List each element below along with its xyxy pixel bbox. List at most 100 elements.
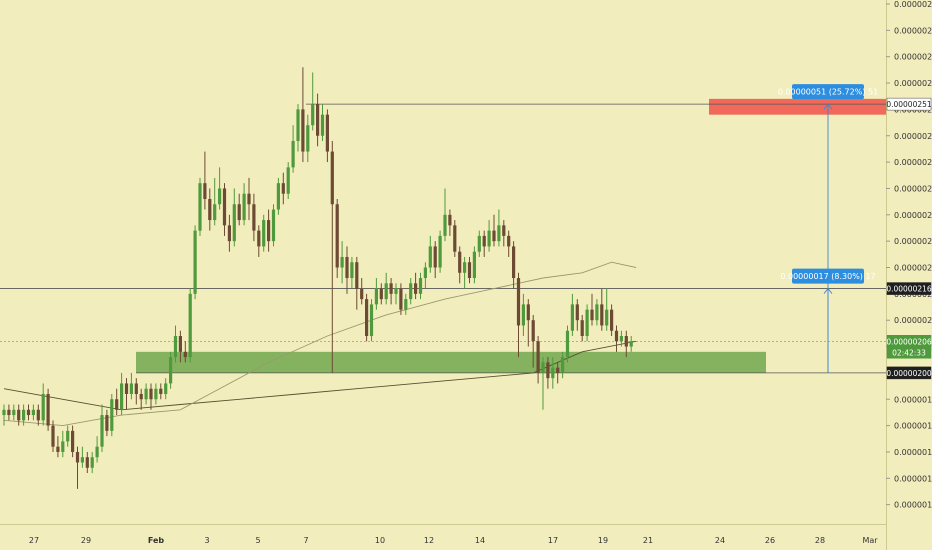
candle-up xyxy=(443,214,447,236)
candle-down xyxy=(247,193,251,205)
candle-up xyxy=(374,288,378,305)
candle-down xyxy=(7,409,11,416)
price-tag-box xyxy=(886,346,932,359)
candle-up xyxy=(154,388,158,400)
price-tag-box xyxy=(886,282,932,295)
price-tag-box xyxy=(886,97,932,111)
candle-up xyxy=(31,409,35,416)
candle-up xyxy=(551,367,555,379)
candle-down xyxy=(330,151,334,205)
candle-up xyxy=(242,193,246,221)
candle-up xyxy=(95,446,99,458)
candle-down xyxy=(178,336,182,352)
candle-down xyxy=(355,262,359,289)
candle-down xyxy=(399,288,403,310)
candle-down xyxy=(51,425,55,447)
candle-up xyxy=(409,283,413,300)
candle-down xyxy=(575,304,579,321)
candle-up xyxy=(521,304,525,326)
candle-up xyxy=(472,251,476,279)
candle-down xyxy=(252,204,256,231)
y-tick-label: 0.00000180 xyxy=(894,474,932,483)
x-tick-label: 29 xyxy=(81,536,91,545)
price-tags-layer: 0.00000251 0.00000216 0.00000206 02:42:33 0.… xyxy=(886,97,932,380)
candle-up xyxy=(369,304,374,337)
candle-down xyxy=(516,278,521,326)
candle-up xyxy=(218,188,222,205)
support-zone xyxy=(136,351,766,373)
y-tick-label: 0.00000195 xyxy=(894,395,932,404)
y-tick-label: 0.00000245 xyxy=(894,132,932,141)
candle-up xyxy=(276,183,280,210)
candle-down xyxy=(183,351,187,358)
candle-down xyxy=(448,214,452,226)
candle-down xyxy=(36,409,40,421)
candle-down xyxy=(56,446,60,452)
candle-up xyxy=(384,283,388,300)
candle-up xyxy=(595,304,599,321)
y-tick-label: 0.00000225 xyxy=(894,237,932,246)
candle-up xyxy=(497,225,501,242)
candle-down xyxy=(433,246,437,268)
candle-down xyxy=(227,225,231,242)
candle-up xyxy=(144,388,148,400)
candle-up xyxy=(271,209,276,242)
measure-label-box xyxy=(792,268,864,284)
candle-up xyxy=(22,409,26,421)
y-tick-label: 0.00000185 xyxy=(894,448,932,457)
price-tag-text: 0.00000251 xyxy=(886,100,932,109)
candle-down xyxy=(580,320,584,337)
candle-up xyxy=(296,109,300,142)
y-tick-label: 0.00000240 xyxy=(894,158,932,167)
candle-down xyxy=(267,220,271,242)
candle-up xyxy=(463,262,467,273)
candle-down xyxy=(105,415,109,431)
candle-down xyxy=(379,288,383,300)
candle-up xyxy=(66,430,70,442)
candle-down xyxy=(345,256,349,279)
y-tick-label: 0.00000270 xyxy=(894,0,932,9)
candle-up xyxy=(585,309,589,337)
price-tag-text: 0.00000200 xyxy=(886,369,932,378)
y-tick-label: 0.00000230 xyxy=(894,211,932,220)
x-tick-label: 12 xyxy=(424,536,434,545)
target-zone xyxy=(709,98,886,115)
candle-down xyxy=(301,109,305,152)
measure-label-box xyxy=(792,84,864,100)
candle-up xyxy=(423,267,427,279)
candle-up xyxy=(90,457,94,468)
price-tag-text: 02:42:33 xyxy=(892,348,926,357)
candle-down xyxy=(492,230,496,242)
x-tick-label: Feb xyxy=(148,536,165,545)
x-tick-label: 14 xyxy=(475,536,485,545)
candle-down xyxy=(482,235,486,247)
candle-up xyxy=(41,393,45,421)
candles-layer xyxy=(2,67,633,489)
candle-down xyxy=(26,409,31,416)
x-tick-label: Mar xyxy=(862,536,878,545)
x-tick-label: 26 xyxy=(765,536,775,545)
candle-up xyxy=(12,409,16,416)
y-tick-label: 0.00000220 xyxy=(894,264,932,273)
candle-down xyxy=(281,183,285,194)
candle-up xyxy=(120,383,124,410)
candle-down xyxy=(614,330,619,342)
candle-down xyxy=(526,304,530,321)
candle-down xyxy=(453,225,457,252)
candle-up xyxy=(404,299,408,310)
candle-down xyxy=(149,388,153,400)
candle-down xyxy=(531,320,535,342)
candle-down xyxy=(124,383,129,394)
candle-up xyxy=(340,256,344,268)
candle-up xyxy=(561,357,565,373)
levels-layer xyxy=(0,103,886,374)
candle-up xyxy=(164,383,168,394)
candle-down xyxy=(316,104,320,136)
candle-down xyxy=(208,198,212,221)
time-axis[interactable]: 27 29 Feb 3 5 7 10 12 14 17 19 21 24 26 28 Mar xyxy=(29,536,878,545)
candle-up xyxy=(232,204,236,242)
candle-down xyxy=(222,188,227,226)
x-tick-label: 17 xyxy=(548,536,558,545)
candle-up xyxy=(605,309,609,326)
